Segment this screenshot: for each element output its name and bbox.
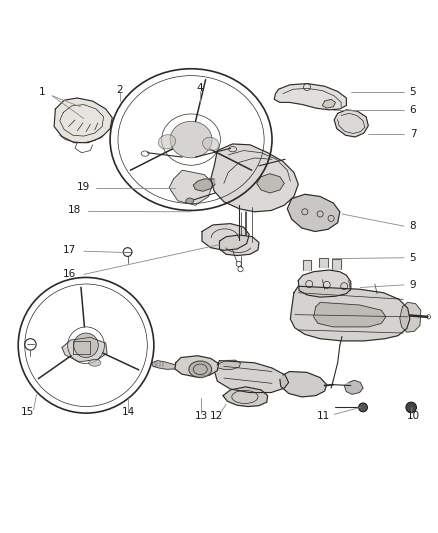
Polygon shape — [193, 179, 215, 191]
Polygon shape — [332, 259, 340, 269]
Text: 4: 4 — [197, 83, 203, 93]
Text: 16: 16 — [63, 269, 76, 279]
Polygon shape — [201, 224, 249, 251]
Text: 15: 15 — [21, 407, 34, 417]
Polygon shape — [321, 99, 335, 108]
Text: 2: 2 — [116, 85, 123, 95]
Polygon shape — [54, 98, 112, 143]
Text: 14: 14 — [122, 407, 135, 417]
Polygon shape — [287, 195, 339, 231]
Ellipse shape — [170, 122, 212, 158]
Text: 10: 10 — [406, 411, 419, 421]
Text: 6: 6 — [409, 105, 415, 115]
Polygon shape — [218, 360, 240, 369]
Polygon shape — [215, 361, 288, 392]
Circle shape — [74, 333, 98, 358]
Text: 7: 7 — [409, 130, 415, 139]
Circle shape — [405, 402, 416, 413]
Polygon shape — [151, 361, 175, 369]
Polygon shape — [62, 337, 107, 362]
Polygon shape — [343, 380, 362, 394]
Polygon shape — [223, 387, 267, 407]
Polygon shape — [274, 84, 346, 110]
Polygon shape — [318, 258, 327, 268]
Polygon shape — [290, 286, 409, 341]
Circle shape — [358, 403, 367, 412]
Text: 18: 18 — [67, 206, 81, 215]
Ellipse shape — [185, 198, 193, 204]
Polygon shape — [313, 302, 385, 327]
Polygon shape — [219, 235, 258, 255]
Polygon shape — [399, 302, 420, 332]
Text: 9: 9 — [409, 280, 415, 290]
Polygon shape — [174, 356, 218, 377]
Text: 17: 17 — [63, 245, 76, 255]
Polygon shape — [297, 270, 350, 297]
Text: 1: 1 — [39, 87, 46, 98]
Polygon shape — [256, 174, 284, 193]
Ellipse shape — [188, 361, 211, 378]
Text: 11: 11 — [316, 411, 329, 421]
Polygon shape — [302, 261, 311, 270]
Ellipse shape — [88, 359, 101, 366]
Text: 5: 5 — [409, 87, 415, 98]
Text: 5: 5 — [409, 253, 415, 263]
Polygon shape — [279, 372, 326, 397]
Polygon shape — [333, 110, 367, 137]
Ellipse shape — [158, 135, 175, 149]
Ellipse shape — [202, 138, 219, 151]
Polygon shape — [169, 170, 212, 205]
Polygon shape — [210, 144, 297, 212]
Text: 19: 19 — [76, 182, 89, 192]
Text: 12: 12 — [209, 411, 222, 421]
Text: 13: 13 — [194, 411, 207, 421]
Text: 8: 8 — [409, 221, 415, 231]
